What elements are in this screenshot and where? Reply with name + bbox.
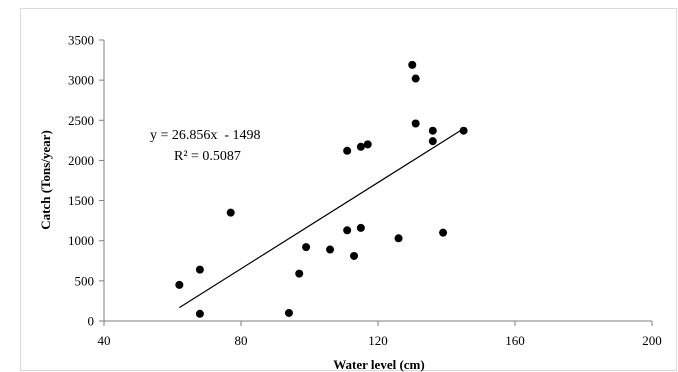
x-axis-title: Water level (cm) xyxy=(333,357,424,372)
data-point xyxy=(284,308,293,317)
data-points xyxy=(175,60,468,318)
data-point xyxy=(408,60,417,69)
y-tick-label: 0 xyxy=(88,314,95,329)
data-point xyxy=(226,208,235,217)
data-point xyxy=(411,74,420,83)
data-point xyxy=(428,137,437,146)
x-ticks: 40 80 120 160 200 xyxy=(98,321,662,348)
data-point xyxy=(295,269,304,278)
x-tick-label: 80 xyxy=(235,333,248,348)
data-point xyxy=(175,280,184,289)
data-point xyxy=(428,126,437,135)
y-tick-label: 500 xyxy=(75,273,95,288)
data-point xyxy=(350,251,359,260)
data-point xyxy=(394,234,403,243)
data-point xyxy=(302,243,311,252)
y-ticks: 0 500 1000 1500 2000 2500 3000 3500 xyxy=(68,33,104,329)
r-squared-label: R² = 0.5087 xyxy=(174,149,241,164)
data-point xyxy=(356,223,365,232)
data-point xyxy=(195,265,204,274)
data-point xyxy=(363,140,372,149)
data-point xyxy=(439,228,448,237)
trendline-equation: y = 26.856x - 1498 xyxy=(150,128,261,143)
y-tick-label: 2000 xyxy=(68,153,94,168)
data-point xyxy=(411,119,420,128)
data-point xyxy=(343,146,352,155)
y-tick-label: 3500 xyxy=(68,33,94,48)
trendline-group xyxy=(179,128,464,309)
y-tick-label: 2500 xyxy=(68,113,94,128)
x-tick-label: 120 xyxy=(368,333,388,348)
x-tick-label: 160 xyxy=(505,333,525,348)
axes xyxy=(103,40,652,322)
x-tick-label: 200 xyxy=(642,333,662,348)
data-point xyxy=(356,142,365,151)
data-point xyxy=(459,126,468,135)
chart-frame xyxy=(20,8,677,371)
data-point xyxy=(195,309,204,318)
y-tick-label: 1500 xyxy=(68,193,94,208)
data-point xyxy=(343,226,352,235)
x-tick-label: 40 xyxy=(98,333,111,348)
data-point xyxy=(326,245,335,254)
y-tick-label: 3000 xyxy=(68,73,94,88)
trendline xyxy=(179,128,464,309)
y-tick-label: 1000 xyxy=(68,233,94,248)
y-axis-title: Catch (Tons/year) xyxy=(38,130,53,230)
